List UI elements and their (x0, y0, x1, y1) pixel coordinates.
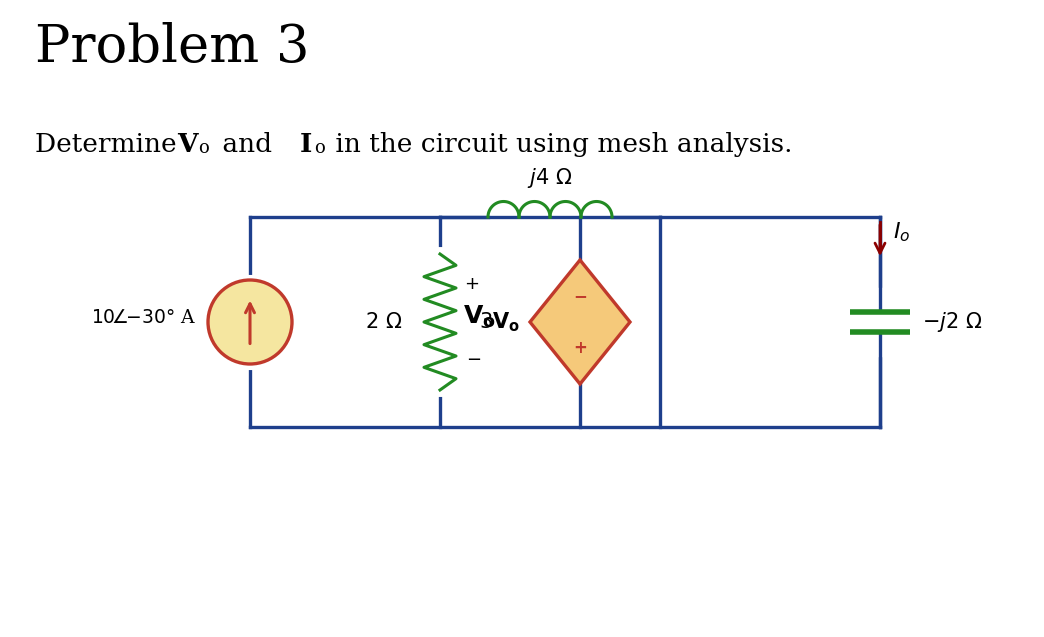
Text: and: and (214, 132, 281, 157)
Text: I: I (300, 132, 312, 157)
Text: o: o (198, 139, 209, 157)
Text: $I_o$: $I_o$ (893, 220, 910, 245)
Text: $2\ \Omega$: $2\ \Omega$ (364, 312, 402, 332)
Text: $-j2\ \Omega$: $-j2\ \Omega$ (922, 310, 982, 334)
Text: $\mathbf{V_o}$: $\mathbf{V_o}$ (462, 304, 496, 330)
Text: in the circuit using mesh analysis.: in the circuit using mesh analysis. (327, 132, 792, 157)
Text: −: − (573, 287, 587, 305)
Polygon shape (530, 260, 630, 384)
Circle shape (208, 280, 292, 364)
Text: Problem 3: Problem 3 (35, 22, 309, 73)
Text: $10\!\angle\!{-30°}$ A: $10\!\angle\!{-30°}$ A (91, 309, 196, 327)
Text: $j4\ \Omega$: $j4\ \Omega$ (527, 166, 573, 190)
Text: $3\mathbf{V_o}$: $3\mathbf{V_o}$ (479, 310, 520, 334)
Text: +: + (573, 339, 587, 357)
Text: −: − (466, 351, 481, 369)
Text: V: V (177, 132, 197, 157)
Text: +: + (464, 275, 479, 293)
Text: Determine: Determine (35, 132, 185, 157)
Text: o: o (314, 139, 325, 157)
